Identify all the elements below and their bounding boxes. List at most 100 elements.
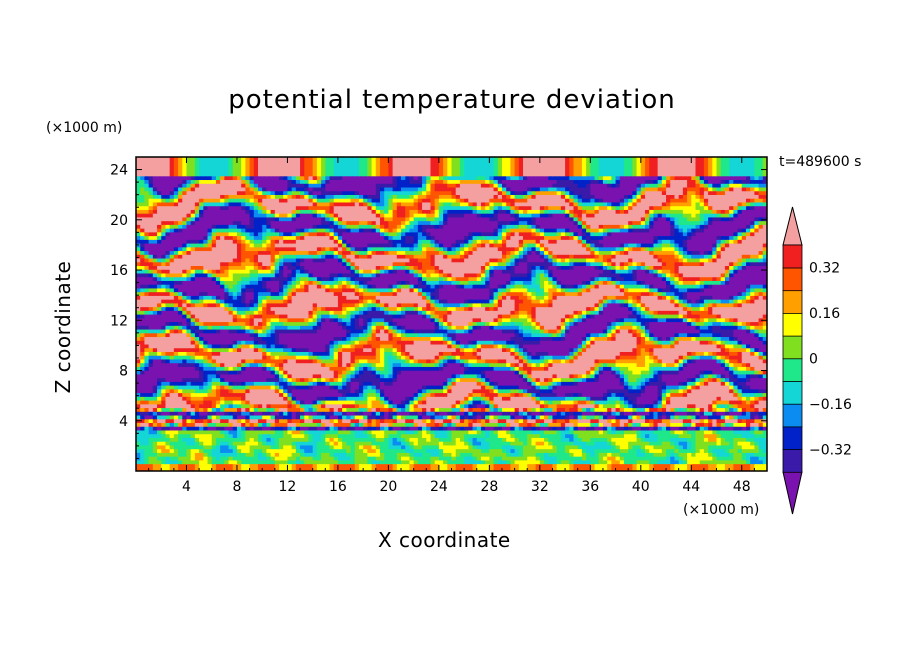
field-cell — [674, 399, 680, 405]
field-cell — [581, 433, 587, 438]
field-cell — [325, 414, 331, 420]
field-cell — [287, 358, 293, 364]
field-cell — [405, 467, 411, 471]
field-cell — [241, 381, 246, 386]
field-cell — [716, 381, 722, 386]
field-cell — [607, 392, 612, 397]
field-cell — [358, 351, 364, 356]
field-cell — [161, 362, 167, 367]
field-cell — [161, 385, 167, 390]
field-cell — [371, 459, 377, 465]
field-cell — [384, 437, 389, 442]
field-cell — [304, 426, 310, 431]
field-cell — [249, 392, 255, 397]
field-cell — [434, 429, 440, 435]
field-cell — [287, 366, 293, 371]
field-cell — [485, 403, 490, 409]
field-cell — [565, 411, 570, 416]
field-cell — [493, 456, 499, 461]
field-cell — [455, 463, 461, 468]
field-cell — [531, 444, 537, 450]
field-cell — [501, 358, 507, 364]
field-cell — [708, 396, 713, 401]
field-cell — [367, 355, 373, 360]
field-cell — [215, 459, 221, 465]
field-cell — [758, 377, 764, 382]
field-cell — [695, 414, 701, 420]
field-cell — [586, 418, 591, 424]
field-cell — [417, 418, 423, 424]
field-cell — [140, 385, 146, 390]
field-cell — [211, 448, 217, 453]
field-cell — [182, 422, 188, 427]
field-cell — [737, 448, 743, 453]
field-cell — [211, 381, 217, 386]
field-cell — [670, 388, 676, 394]
field-cell — [409, 377, 415, 382]
field-cell — [548, 422, 554, 427]
field-cell — [666, 392, 671, 397]
field-cell — [422, 347, 427, 352]
field-cell — [279, 385, 284, 390]
field-cell — [489, 444, 495, 450]
field-cell — [687, 377, 692, 382]
field-cell — [590, 411, 596, 416]
field-cell — [573, 381, 579, 386]
field-cell — [241, 448, 246, 453]
field-cell — [489, 377, 495, 382]
field-cell — [140, 441, 146, 446]
field-cell — [161, 403, 167, 409]
field-cell — [321, 437, 326, 442]
field-cell — [535, 463, 541, 468]
field-cell — [375, 385, 381, 390]
field-cell — [611, 459, 617, 465]
field-cell — [308, 403, 314, 409]
field-cell — [640, 433, 646, 438]
field-cell — [476, 373, 482, 379]
field-cell — [215, 392, 221, 397]
field-cell — [703, 366, 709, 371]
field-cell — [152, 422, 158, 427]
field-cell — [649, 418, 655, 424]
field-cell — [716, 392, 722, 397]
field-cell — [236, 441, 242, 446]
field-cell — [287, 444, 293, 450]
field-cell — [699, 399, 705, 405]
field-cell — [274, 459, 280, 465]
field-cell — [392, 467, 398, 471]
field-cell — [544, 418, 549, 424]
field-cell — [186, 437, 192, 442]
field-cell — [375, 463, 381, 468]
field-cell — [392, 385, 398, 390]
field-cell — [619, 355, 625, 360]
field-cell — [619, 351, 625, 356]
field-cell — [232, 396, 238, 401]
field-cell — [224, 385, 230, 390]
field-cell — [518, 358, 524, 364]
field-cell — [144, 362, 150, 367]
field-cell — [316, 377, 322, 382]
field-cell — [405, 437, 411, 442]
field-cell — [270, 411, 276, 416]
field-cell — [451, 373, 457, 379]
field-cell — [501, 448, 507, 453]
field-cell — [262, 385, 268, 390]
field-cell — [670, 441, 676, 446]
field-cell — [493, 437, 499, 442]
field-cell — [581, 448, 587, 453]
field-cell — [518, 399, 524, 405]
field-cell — [565, 456, 570, 461]
field-cell — [628, 467, 633, 471]
field-cell — [611, 373, 617, 379]
field-cell — [645, 448, 650, 453]
field-cell — [594, 385, 600, 390]
field-cell — [363, 355, 368, 360]
field-cell — [371, 411, 377, 416]
field-cell — [182, 343, 188, 349]
field-cell — [270, 437, 276, 442]
field-cell — [136, 385, 141, 390]
field-cell — [657, 362, 663, 367]
field-cell — [178, 407, 183, 412]
field-cell — [157, 362, 162, 367]
field-cell — [468, 448, 474, 453]
